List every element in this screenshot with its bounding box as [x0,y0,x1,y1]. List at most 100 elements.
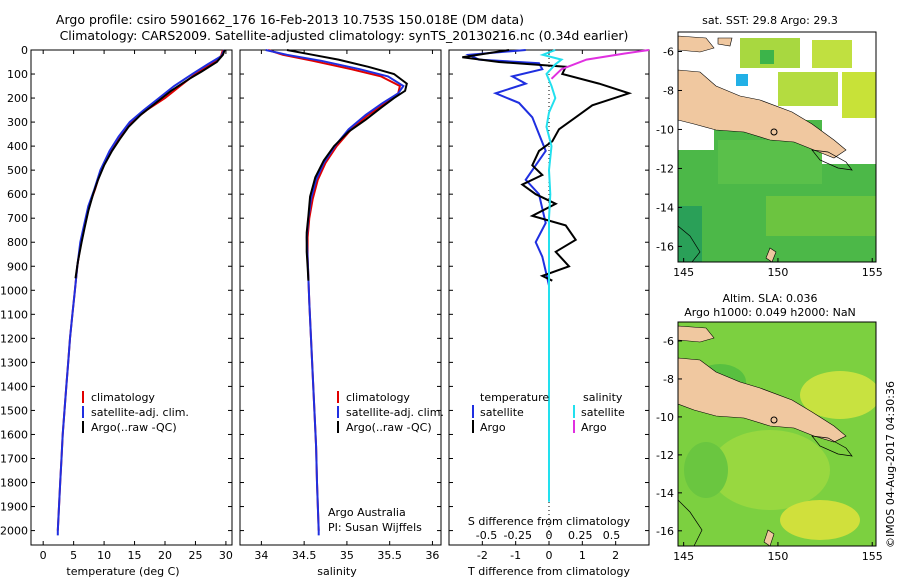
x-tick-label: 20 [158,549,172,562]
series-argo [286,49,408,281]
sla-map-frame [677,321,877,547]
x-tick-label: 15 [128,549,142,562]
sst-patch [766,196,876,236]
map-y-tick-label: -12 [656,162,674,175]
sla-patch [710,430,830,510]
x-tick-label: 25 [188,549,202,562]
series-t-argo [462,49,633,282]
sla-coast-australia [678,499,703,546]
salinity-legend: climatology satellite-adj. clim. Argo(..… [337,391,444,434]
sst-land-png [678,69,847,159]
sla-argo-marker [770,416,778,424]
map-x-tick-label: 155 [862,266,883,279]
y-tick-label: 700 [7,212,28,225]
sst-patch [736,74,748,86]
legend-s-argo-label: Argo [581,421,607,434]
sst-map: sat. SST: 29.8 Argo: 29.3 [656,14,883,279]
y-tick-label: 1500 [0,404,28,417]
x-tick-label: 35 [340,549,354,562]
x-tick-label: 0 [546,549,553,562]
y-tick-label: 1300 [0,356,28,369]
sla-land-png [678,357,847,443]
sla-patch [780,500,860,540]
map-y-tick-label: -16 [656,525,674,538]
sst-land-north [678,35,715,53]
sla-map-title-1: Altim. SLA: 0.036 [722,292,817,305]
pi-text: PI: Susan Wijffels [328,521,422,534]
series-t-satellite [465,49,550,459]
y-tick-label: 1600 [0,428,28,441]
map-y-tick-label: -6 [663,335,674,348]
sst-patch [760,50,774,64]
x-tick-label: 10 [97,549,111,562]
s-difference-title: S difference from climatology [468,515,631,528]
legend-argo-label: Argo(..raw -QC) [91,421,177,434]
y-tick-label: 2000 [0,525,28,538]
sla-island-chain [811,435,853,457]
sst-patch [718,140,822,184]
legend-climatology-label: climatology [91,391,155,404]
legend-satellite-label: satellite-adj. clim. [346,406,444,419]
sst-island-chain [811,149,853,171]
legend-temperature-heading: temperature [480,391,549,404]
series-s-satellite [539,49,564,502]
legend-satellite-label: satellite-adj. clim. [91,406,189,419]
y-tick-label: 1100 [0,308,28,321]
y-tick-label: 400 [7,140,28,153]
title-line-1: Argo profile: csiro 5901662_176 16-Feb-2… [56,12,524,27]
series-satellite [265,49,405,536]
s-tick-label: -0.25 [504,529,532,542]
y-tick-label: 800 [7,236,28,249]
sst-argo-marker [770,128,778,136]
title-line-2: Climatology: CARS2009. Satellite-adjuste… [60,28,629,43]
sla-land-north [678,325,715,343]
map-y-tick-label: -8 [663,373,674,386]
x-tick-label: 30 [219,549,233,562]
map-y-tick-label: -10 [656,123,674,136]
sst-patch [842,72,876,118]
y-tick-label: 1000 [0,284,28,297]
sla-patch [684,442,728,498]
sst-coast-australia [678,225,701,262]
x-tick-label: 0 [40,549,47,562]
s-tick-label: 0 [546,529,553,542]
legend-s-satellite-label: satellite [581,406,625,419]
y-tick-label: 500 [7,164,28,177]
y-tick-label: 200 [7,92,28,105]
s-tick-label: 0.5 [603,529,621,542]
difference-legend: temperature salinity satellite Argo sate… [472,391,625,434]
y-tick-label: 1900 [0,501,28,514]
series-s-argo [550,49,650,80]
x-tick-label: 36 [425,549,439,562]
map-y-tick-label: -6 [663,45,674,58]
x-tick-label: 34 [254,549,268,562]
legend-salinity-heading: salinity [583,391,623,404]
x-tick-label: 5 [70,549,77,562]
y-tick-label: 100 [7,68,28,81]
sst-land-reef [765,247,777,262]
sla-map: Altim. SLA: 0.036 Argo h1000: 0.049 h200… [656,292,883,563]
x-tick-label: -2 [477,549,488,562]
map-x-tick-label: 155 [862,550,883,563]
y-tick-label: 900 [7,260,28,273]
y-tick-label: 300 [7,116,28,129]
sst-patch [778,72,838,106]
legend-t-satellite-label: satellite [480,406,524,419]
s-tick-label: -0.5 [476,529,497,542]
y-tick-label: 0 [21,44,28,57]
sst-patch [678,206,702,262]
sla-patch [800,371,876,419]
x-tick-label: 2 [612,549,619,562]
map-y-tick-label: -12 [656,449,674,462]
sst-map-frame [677,31,877,263]
x-tick-label: 35.5 [377,549,402,562]
series-satellite [56,49,226,536]
salinity-panel: 34 34.5 35 35.5 36 salinity climatology sate… [239,49,444,578]
y-tick-label: 600 [7,188,28,201]
difference-panel: -2 -1 0 1 2 -0.5 -0.25 0 0.25 0.5 temperature sal… [448,49,650,578]
legend-t-argo-label: Argo [480,421,506,434]
map-y-tick-label: -14 [656,201,674,214]
map-x-tick-label: 145 [673,550,694,563]
map-y-tick-label: -8 [663,84,674,97]
